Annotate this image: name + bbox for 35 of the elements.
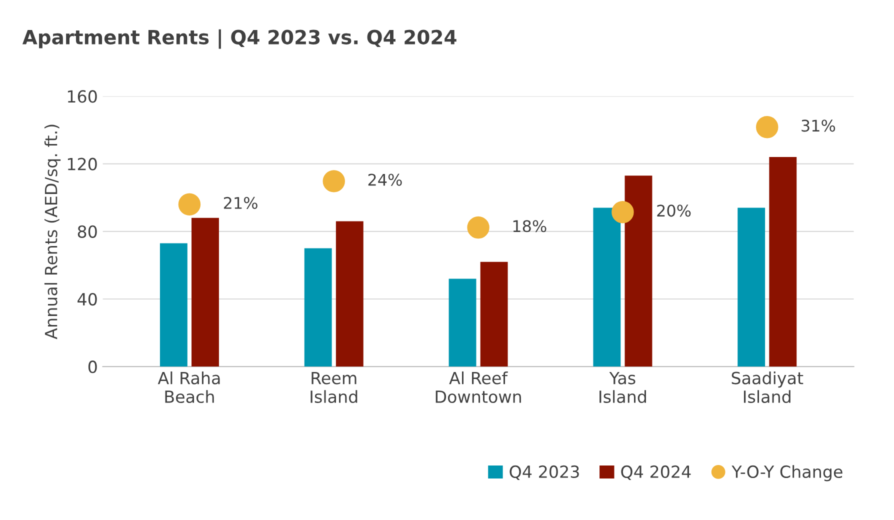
bar: [336, 221, 364, 367]
bar: [593, 208, 621, 367]
point: [612, 200, 634, 224]
bar: [448, 278, 476, 367]
y-tick-label: 160: [68, 90, 97, 103]
x-tick-label: Saadiyat Island: [732, 371, 804, 404]
legend-label: Q4 2024: [621, 465, 691, 480]
bar: [769, 157, 797, 367]
bar: [160, 243, 188, 367]
x-tick-label: Yas Island: [600, 372, 646, 404]
data-label: 21%: [224, 196, 258, 209]
bar: [192, 218, 219, 367]
point: [322, 170, 345, 192]
y-tick-label: 0: [88, 360, 97, 374]
bar: [624, 176, 652, 367]
x-tick-label: Al Raha Beach: [158, 371, 220, 404]
y-axis-title: Annual Rents (AED/sq. ft.): [44, 124, 61, 340]
x-tick-label: Reem Island: [310, 372, 358, 404]
chart-title: Apartment Rents | Q4 2023 vs. Q4 2024: [22, 29, 456, 49]
y-tick-label: 120: [68, 158, 97, 170]
y-tick-label: 80: [78, 225, 97, 238]
point: [178, 193, 201, 216]
y-tick-label: 40: [78, 292, 97, 306]
point: [467, 216, 490, 239]
legend-label: Q4 2023: [510, 465, 579, 480]
x-tick-label: Al Reef Downtown: [436, 371, 521, 404]
point: [756, 116, 778, 138]
bar: [480, 262, 508, 367]
data-label: 24%: [368, 174, 402, 186]
data-label: 31%: [802, 120, 836, 132]
legend-label: Y-O-Y Change: [732, 465, 842, 482]
bar: [304, 248, 332, 367]
data-label: 20%: [657, 204, 691, 217]
bar: [738, 208, 766, 367]
data-label: 18%: [513, 220, 546, 232]
